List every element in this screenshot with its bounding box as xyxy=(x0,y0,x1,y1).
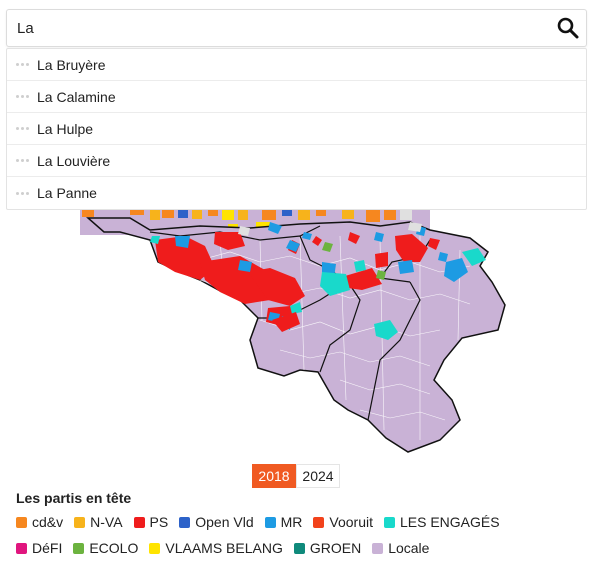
suggestion-label: La Hulpe xyxy=(37,120,94,137)
legend-swatch xyxy=(293,542,305,554)
legend-label: MR xyxy=(280,514,303,530)
legend-swatch xyxy=(149,542,161,554)
election-map[interactable] xyxy=(0,0,599,470)
legend-label: GROEN xyxy=(309,540,362,556)
dots-icon xyxy=(7,127,37,130)
legend-swatch xyxy=(133,516,145,528)
year-2018-button[interactable]: 2018 xyxy=(252,464,296,488)
dots-icon xyxy=(7,63,37,66)
search-icon[interactable] xyxy=(556,16,580,40)
legend-item: Vooruit xyxy=(313,514,373,530)
suggestion-list: La Bruyère La Calamine La Hulpe La Louvi… xyxy=(6,48,587,210)
legend-label: N-VA xyxy=(90,514,123,530)
suggestion-item[interactable]: La Louvière xyxy=(7,145,586,177)
legend-item: cd&v xyxy=(16,514,63,530)
legend-label: LES ENGAGÉS xyxy=(399,514,500,530)
dots-icon xyxy=(7,159,37,162)
suggestion-label: La Louvière xyxy=(37,152,111,169)
legend-swatch xyxy=(313,516,325,528)
dots-icon xyxy=(7,191,37,195)
suggestion-label: La Panne xyxy=(37,185,97,201)
legend-item: VLAAMS BELANG xyxy=(149,540,283,556)
suggestion-label: La Bruyère xyxy=(37,56,106,73)
ecolo-municipalities xyxy=(322,242,386,280)
suggestion-item[interactable]: La Calamine xyxy=(7,81,586,113)
suggestion-item[interactable]: La Bruyère xyxy=(7,49,586,81)
legend-swatch xyxy=(383,516,395,528)
suggestion-label: La Calamine xyxy=(37,88,116,105)
legend-label: cd&v xyxy=(32,514,64,530)
legend-label: PS xyxy=(149,514,169,530)
legend-item: Locale xyxy=(372,540,429,556)
suggestion-item[interactable]: La Hulpe xyxy=(7,113,586,145)
ps-south xyxy=(272,312,300,332)
legend-label: DéFI xyxy=(32,540,63,556)
legend-item: DéFI xyxy=(16,540,62,556)
legend-item: MR xyxy=(264,514,303,530)
legend-item: Open Vld xyxy=(179,514,254,530)
suggestion-item[interactable]: La Panne xyxy=(7,177,586,209)
legend-row: DéFI ECOLO VLAAMS BELANG GROEN Locale xyxy=(16,540,440,556)
legend-title: Les partis en tête xyxy=(16,490,132,506)
legend-item: LES ENGAGÉS xyxy=(383,514,500,530)
legend-item: GROEN xyxy=(293,540,362,556)
legend-row: cd&v N-VA PS Open Vld MR Vooruit LES ENGAGÉS xyxy=(16,514,511,530)
no-data-areas xyxy=(238,222,422,236)
legend-label: Locale xyxy=(388,540,430,556)
search-box[interactable] xyxy=(6,9,587,47)
year-2024-button[interactable]: 2024 xyxy=(296,464,340,488)
legend-swatch xyxy=(264,516,276,528)
les-engages-municipalities xyxy=(150,236,486,340)
legend-item: ECOLO xyxy=(73,540,138,556)
legend-swatch xyxy=(74,516,86,528)
legend-item: N-VA xyxy=(74,514,123,530)
dots-icon xyxy=(7,95,37,98)
legend-swatch xyxy=(179,516,191,528)
legend-swatch xyxy=(73,542,85,554)
year-toggle: 2018 2024 xyxy=(252,464,340,488)
legend-label: Open Vld xyxy=(195,514,254,530)
legend-label: Vooruit xyxy=(329,514,373,530)
legend-label: ECOLO xyxy=(89,540,139,556)
legend-swatch xyxy=(16,542,27,554)
search-input[interactable] xyxy=(7,10,547,46)
legend-item: PS xyxy=(133,514,169,530)
legend-swatch xyxy=(16,516,27,528)
legend-label: VLAAMS BELANG xyxy=(165,540,283,556)
legend-swatch xyxy=(372,542,384,554)
